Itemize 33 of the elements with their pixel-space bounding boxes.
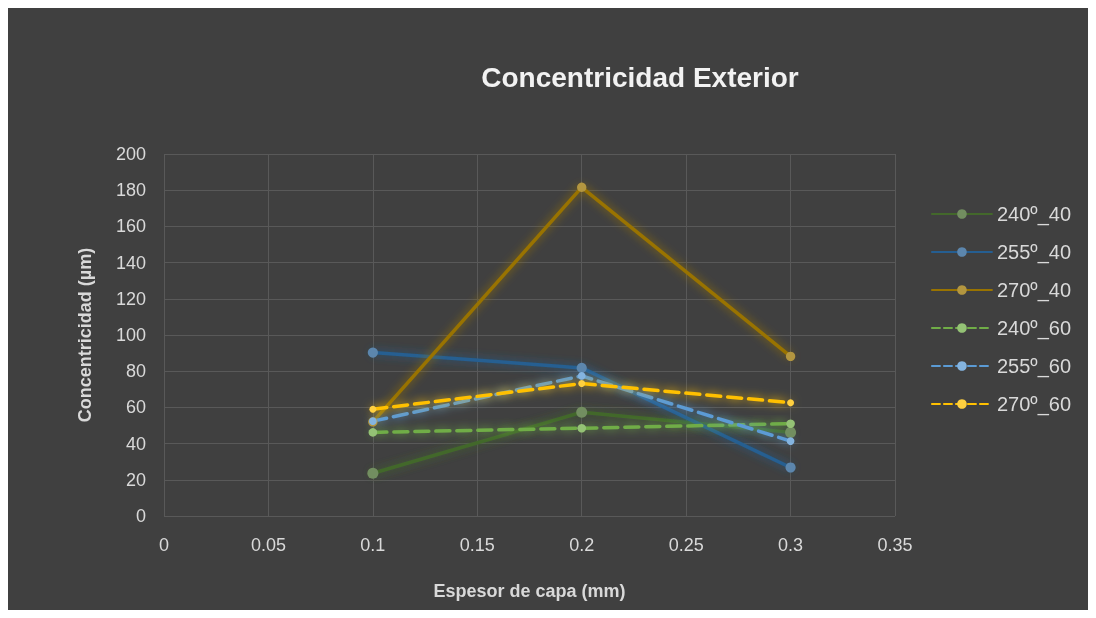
point [368,428,378,437]
point [786,419,795,428]
x-tick-label: 0.05 [250,535,286,555]
x-tick-label: 0.2 [569,535,595,555]
x-tick-label: 0.15 [459,535,495,555]
y-tick-label: 0 [135,506,146,526]
y-tick-label: 100 [115,325,146,345]
y-tick-label: 120 [115,288,146,309]
y-tick-label: 200 [115,144,146,164]
y-tick-label: 40 [125,433,146,454]
point [577,372,586,380]
legend-label: 255º_40 [996,241,1071,264]
x-tick-label: 0.3 [778,535,804,555]
y-axis-title: Concentricidad (µm) [75,247,95,423]
legend-label: 270º_40 [996,279,1071,302]
y-tick-label: 60 [125,397,146,418]
y-tick-label: 140 [115,252,146,273]
legend-label: 240º_40 [996,203,1071,226]
x-tick-label: 0.35 [877,535,913,555]
y-tick-label: 80 [125,361,146,382]
x-axis-title: Espesor de capa (mm) [433,581,626,601]
y-tick-label: 180 [115,180,146,201]
chart-title: Concentricidad Exterior [481,61,799,93]
legend-label: 270º_60 [996,393,1071,416]
y-tick-label: 160 [115,216,146,237]
x-tick-label: 0.25 [668,535,704,555]
legend-label: 255º_60 [996,355,1071,378]
point [577,423,587,433]
x-tick-label: 0.1 [360,535,386,555]
x-tick-label: 0 [158,535,170,555]
legend-label: 240º_60 [996,317,1071,340]
point [786,437,795,445]
y-tick-label: 20 [125,469,146,490]
